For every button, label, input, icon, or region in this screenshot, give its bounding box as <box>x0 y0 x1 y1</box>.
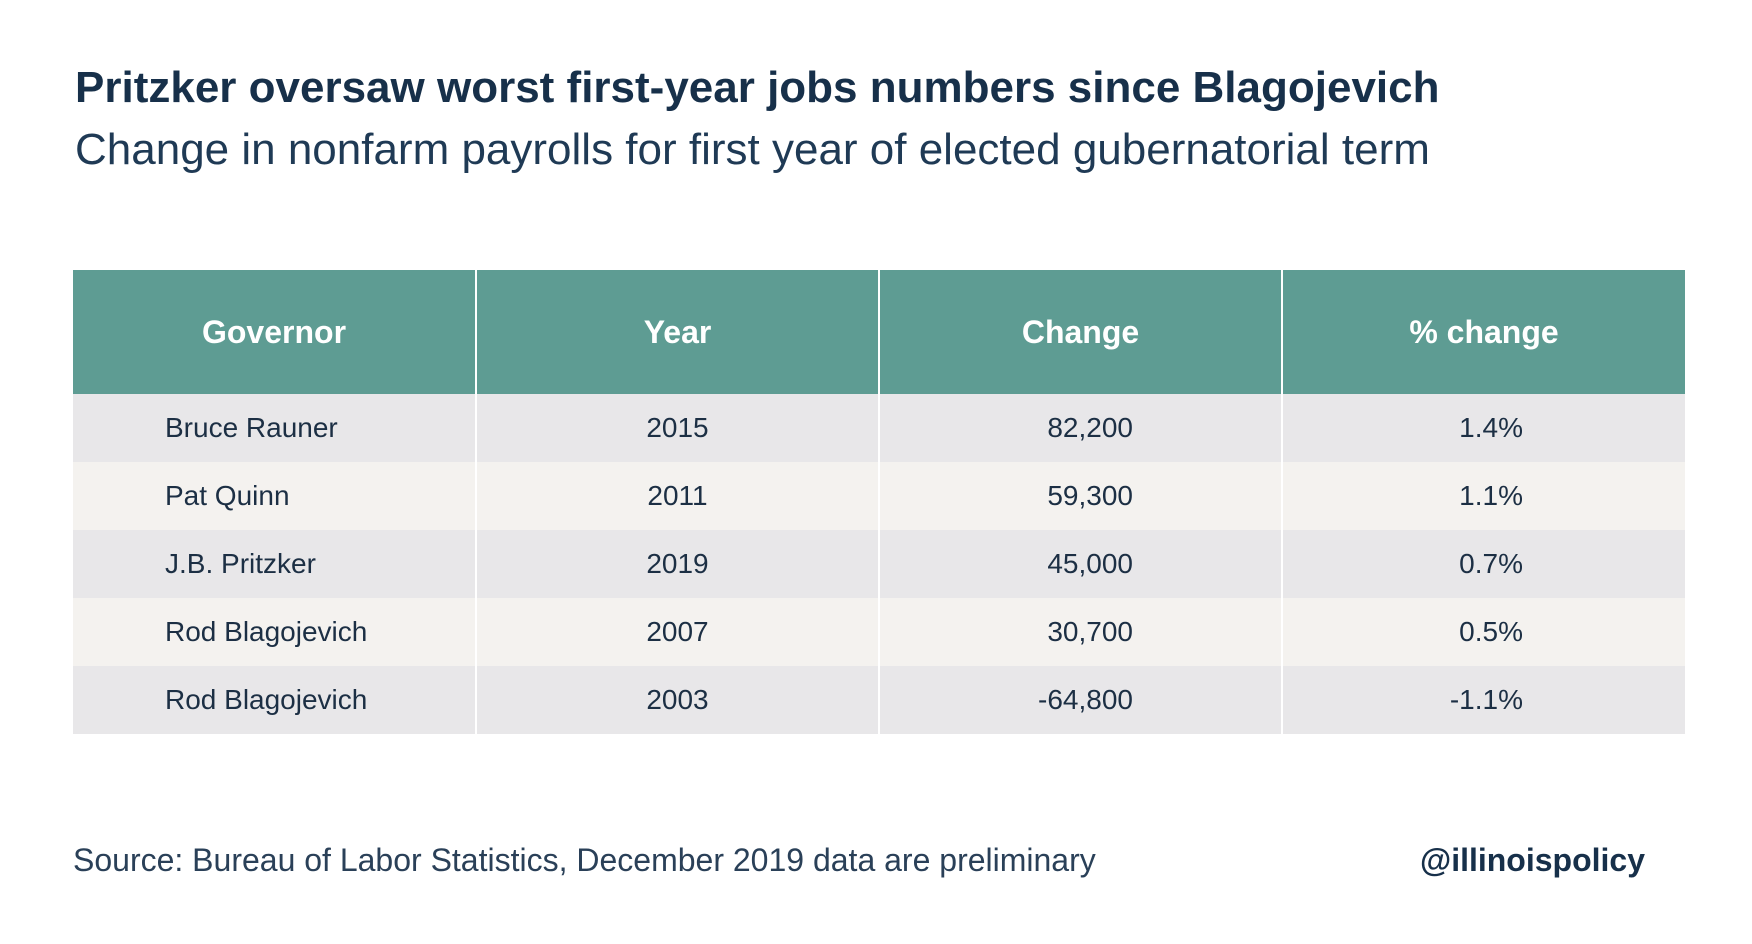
cell-year: 2011 <box>475 462 880 530</box>
header-governor: Governor <box>73 270 477 394</box>
cell-pct-change: 0.5% <box>1281 598 1685 666</box>
cell-governor: Bruce Rauner <box>73 394 477 462</box>
table-row: Bruce Rauner 2015 82,200 1.4% <box>73 394 1685 462</box>
table-row: Rod Blagojevich 2003 -64,800 -1.1% <box>73 666 1685 734</box>
cell-change: 59,300 <box>878 462 1283 530</box>
header-year: Year <box>475 270 880 394</box>
cell-governor: Rod Blagojevich <box>73 666 477 734</box>
cell-change: 45,000 <box>878 530 1283 598</box>
cell-governor: Pat Quinn <box>73 462 477 530</box>
cell-pct-change: 0.7% <box>1281 530 1685 598</box>
cell-pct-change: 1.4% <box>1281 394 1685 462</box>
cell-year: 2003 <box>475 666 880 734</box>
cell-year: 2015 <box>475 394 880 462</box>
chart-title: Pritzker oversaw worst first-year jobs n… <box>75 63 1440 112</box>
table-header-row: Governor Year Change % change <box>73 270 1685 394</box>
header-change: Change <box>878 270 1283 394</box>
table-row: J.B. Pritzker 2019 45,000 0.7% <box>73 530 1685 598</box>
source-note: Source: Bureau of Labor Statistics, Dece… <box>73 842 1096 878</box>
table-row: Pat Quinn 2011 59,300 1.1% <box>73 462 1685 530</box>
table-row: Rod Blagojevich 2007 30,700 0.5% <box>73 598 1685 666</box>
brand-handle[interactable]: @illinoispolicy <box>1419 842 1645 878</box>
cell-pct-change: -1.1% <box>1281 666 1685 734</box>
data-table: Governor Year Change % change Bruce Raun… <box>73 270 1685 734</box>
cell-governor: Rod Blagojevich <box>73 598 477 666</box>
data-table-container: Governor Year Change % change Bruce Raun… <box>73 270 1685 734</box>
cell-change: -64,800 <box>878 666 1283 734</box>
cell-governor: J.B. Pritzker <box>73 530 477 598</box>
cell-year: 2007 <box>475 598 880 666</box>
cell-pct-change: 1.1% <box>1281 462 1685 530</box>
cell-change: 82,200 <box>878 394 1283 462</box>
header-pct-change: % change <box>1281 270 1685 394</box>
chart-subtitle: Change in nonfarm payrolls for first yea… <box>75 125 1430 174</box>
cell-year: 2019 <box>475 530 880 598</box>
cell-change: 30,700 <box>878 598 1283 666</box>
